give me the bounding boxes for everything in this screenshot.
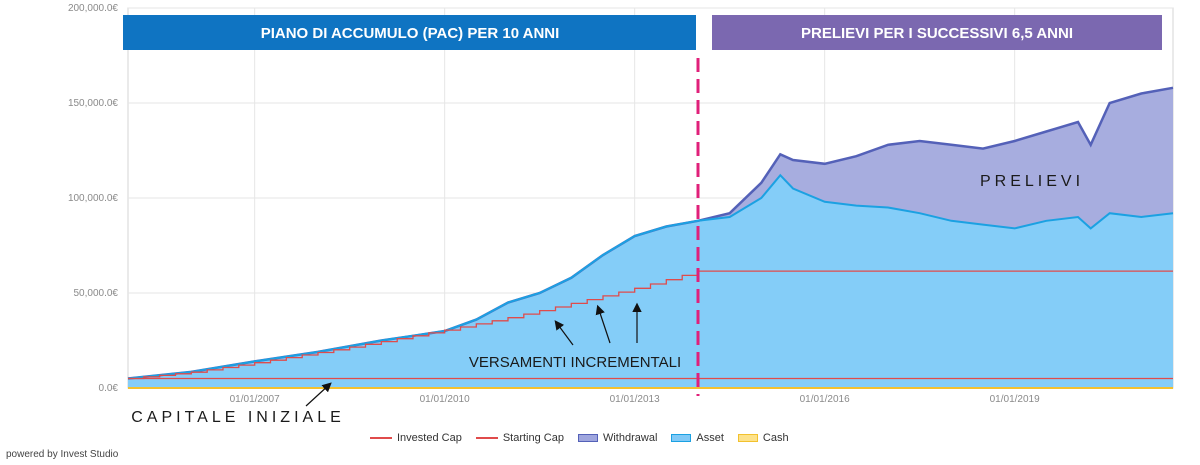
legend-item-invested-cap[interactable]: Invested Cap <box>370 432 462 444</box>
y-tick-label: 100,000.0€ <box>68 193 118 204</box>
legend-label-withdrawal: Withdrawal <box>602 432 658 444</box>
banner-accumulo <box>123 15 696 50</box>
banner-accumulo-text: PIANO DI ACCUMULO (PAC) PER 10 ANNI <box>261 25 560 42</box>
x-tick-label: 01/01/2007 <box>230 394 280 405</box>
arrow-capitale <box>305 382 332 407</box>
x-tick-label: 01/01/2016 <box>800 394 850 405</box>
annotation-versamenti: VERSAMENTI INCREMENTALI <box>469 354 681 371</box>
chart-svg: 200,000.0€ 150,000.0€ 100,000.0€ 50,000.0€ 0… <box>68 3 1174 426</box>
arrow-versamenti-2 <box>595 304 611 344</box>
area-layer <box>128 87 1173 389</box>
annotation-capitale: CAPITALE INIZIALE <box>131 409 345 426</box>
legend-item-asset[interactable]: Asset <box>671 432 724 444</box>
banner-prelievi-text: PRELIEVI PER I SUCCESSIVI 6,5 ANNI <box>801 25 1073 42</box>
y-tick-label: 50,000.0€ <box>74 288 119 299</box>
legend-label-invested-cap: Invested Cap <box>397 432 462 444</box>
series-invested-cap-line <box>128 270 1173 380</box>
legend-swatch-cash <box>737 434 758 442</box>
legend-swatch-withdrawal <box>577 434 598 442</box>
line-layer <box>127 86 1174 389</box>
legend-item-cash[interactable]: Cash <box>737 432 789 444</box>
series-asset-line <box>127 173 1174 380</box>
tick-layer: 200,000.0€ 150,000.0€ 100,000.0€ 50,000.0€ 0… <box>68 3 1040 405</box>
legend-item-starting-cap[interactable]: Starting Cap <box>475 432 564 444</box>
y-tick-label: 200,000.0€ <box>68 3 118 14</box>
y-tick-label: 150,000.0€ <box>68 98 118 109</box>
x-tick-label: 01/01/2019 <box>990 394 1040 405</box>
y-tick-label: 0.0€ <box>99 383 119 394</box>
annotation-prelievi: PRELIEVI <box>980 173 1084 190</box>
legend-label-starting-cap: Starting Cap <box>502 432 564 444</box>
series-asset-area <box>128 175 1173 388</box>
x-tick-label: 01/01/2010 <box>420 394 470 405</box>
legend: Invested Cap Starting Cap Withdrawal Ass… <box>370 432 789 444</box>
x-tick-label: 01/01/2013 <box>610 394 660 405</box>
legend-item-withdrawal[interactable]: Withdrawal <box>577 432 658 444</box>
footer-powered-by: powered by Invest Studio <box>6 449 119 460</box>
legend-swatch-invested-cap <box>370 437 392 439</box>
legend-swatch-starting-cap <box>475 437 498 439</box>
legend-label-cash: Cash <box>762 432 789 444</box>
legend-label-asset: Asset <box>696 432 724 444</box>
legend-swatch-asset <box>671 434 692 442</box>
banner-prelievi <box>712 15 1162 50</box>
arrow-versamenti-1 <box>554 320 574 346</box>
